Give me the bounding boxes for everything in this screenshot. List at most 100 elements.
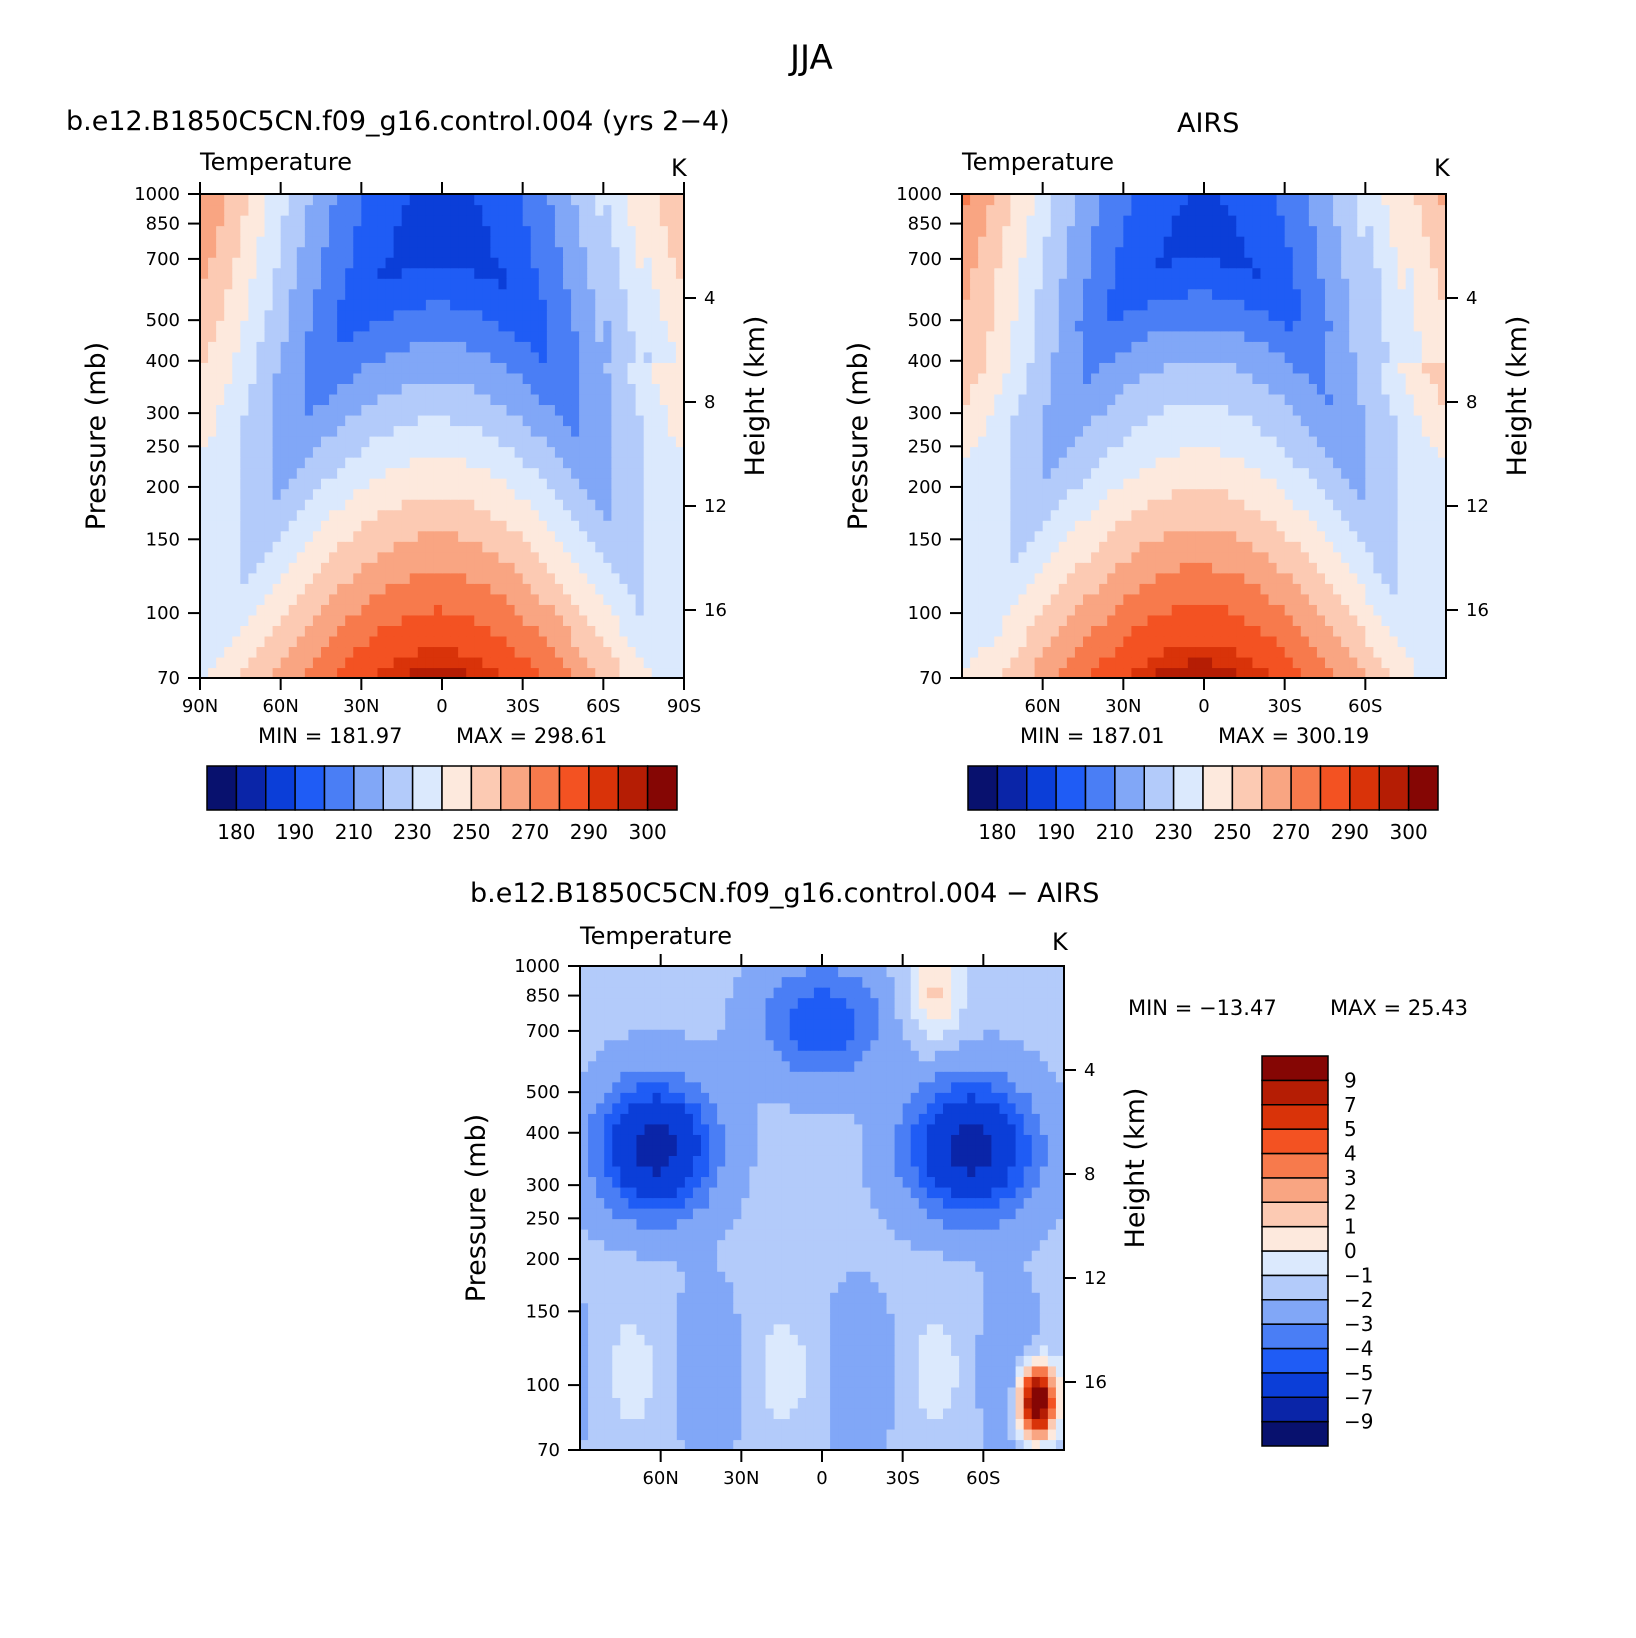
field-cell (1091, 551, 1100, 563)
field-cell (1365, 625, 1374, 637)
field-cell (240, 625, 249, 637)
field-cell (458, 194, 467, 206)
field-cell (1155, 320, 1165, 332)
field-cell (603, 604, 612, 616)
field-cell (1341, 614, 1350, 626)
field-cell (1284, 299, 1294, 311)
field-cell (1300, 446, 1310, 458)
field-cell (1091, 562, 1100, 574)
field-cell (425, 541, 435, 553)
field-cell (651, 614, 661, 626)
field-cell (619, 604, 629, 616)
field-cell (1300, 330, 1310, 342)
field-cell (627, 362, 637, 374)
field-cell (643, 604, 653, 616)
field-cell (1083, 467, 1092, 479)
field-cell (280, 204, 290, 216)
field-cell (530, 299, 540, 311)
field-cell (571, 509, 580, 521)
field-cell (651, 478, 661, 490)
field-cell (595, 478, 604, 490)
field-cell (1099, 404, 1108, 416)
field-cell (208, 393, 217, 406)
field-cell (232, 572, 241, 584)
field-cell (1228, 509, 1237, 521)
field-cell (619, 404, 629, 416)
field-cell (1026, 530, 1036, 542)
field-cell (1147, 667, 1157, 679)
field-cell (1042, 330, 1052, 342)
field-cell (1341, 593, 1350, 605)
field-cell (659, 215, 669, 227)
field-cell (466, 414, 475, 427)
field-cell (1397, 593, 1407, 605)
field-cell (1139, 625, 1149, 637)
field-cell (587, 593, 596, 605)
field-cell (1123, 446, 1132, 458)
field-cell (554, 667, 564, 679)
field-cell (579, 267, 588, 279)
field-cell (1325, 467, 1334, 479)
field-cell (1252, 467, 1262, 479)
field-cell (1018, 593, 1028, 605)
field-cell (442, 341, 451, 353)
field-cell (1026, 635, 1036, 648)
field-cell (1341, 320, 1350, 332)
field-cell (962, 372, 971, 384)
field-cell (530, 257, 540, 269)
field-cell (1276, 562, 1286, 574)
field-cell (1163, 351, 1173, 363)
field-cell (1131, 320, 1141, 332)
field-cell (248, 478, 258, 490)
field-cell (1083, 341, 1092, 353)
field-cell (450, 383, 459, 395)
field-cell (377, 572, 387, 584)
field-cell (1018, 625, 1028, 637)
field-cell (595, 425, 604, 437)
field-cell (962, 478, 971, 490)
field-cell (595, 520, 604, 532)
field-cell (208, 204, 217, 216)
field-cell (280, 309, 290, 321)
field-cell (506, 414, 516, 427)
field-cell (978, 593, 987, 605)
field-cell (1220, 457, 1229, 469)
field-cell (546, 562, 556, 574)
field-cell (962, 414, 971, 427)
field-cell (280, 267, 290, 279)
field-cell (1260, 467, 1270, 479)
field-cell (1276, 478, 1286, 490)
field-cell (1437, 551, 1447, 563)
field-cell (1405, 309, 1415, 321)
field-cell (675, 541, 685, 553)
field-cell (1139, 320, 1149, 332)
field-cell (1099, 625, 1108, 637)
field-cell (994, 562, 1003, 574)
field-cell (595, 583, 604, 595)
field-cell (361, 299, 370, 311)
field-cell (1058, 478, 1068, 490)
field-cell (619, 478, 629, 490)
field-cell (1276, 583, 1286, 595)
field-cell (304, 457, 314, 469)
field-cell (1308, 530, 1318, 542)
field-cell (659, 478, 669, 490)
field-cell (1058, 572, 1068, 584)
height-axis-label: Height (km) (740, 316, 771, 477)
field-cell (1413, 425, 1423, 437)
latitude-tick-label: 60N (262, 696, 298, 717)
field-cell (962, 604, 971, 616)
colorbar-label: 250 (452, 820, 490, 844)
field-cell (538, 236, 548, 248)
field-cell (1010, 425, 1020, 437)
field-cell (1002, 299, 1011, 311)
field-cell (200, 362, 209, 374)
field-cell (498, 236, 508, 248)
field-cell (498, 225, 508, 237)
field-cell (1300, 635, 1310, 648)
field-cell (401, 509, 411, 521)
field-cell (1244, 593, 1253, 605)
field-cell (1325, 478, 1334, 490)
field-cell (377, 446, 387, 458)
field-cell (1365, 572, 1374, 584)
